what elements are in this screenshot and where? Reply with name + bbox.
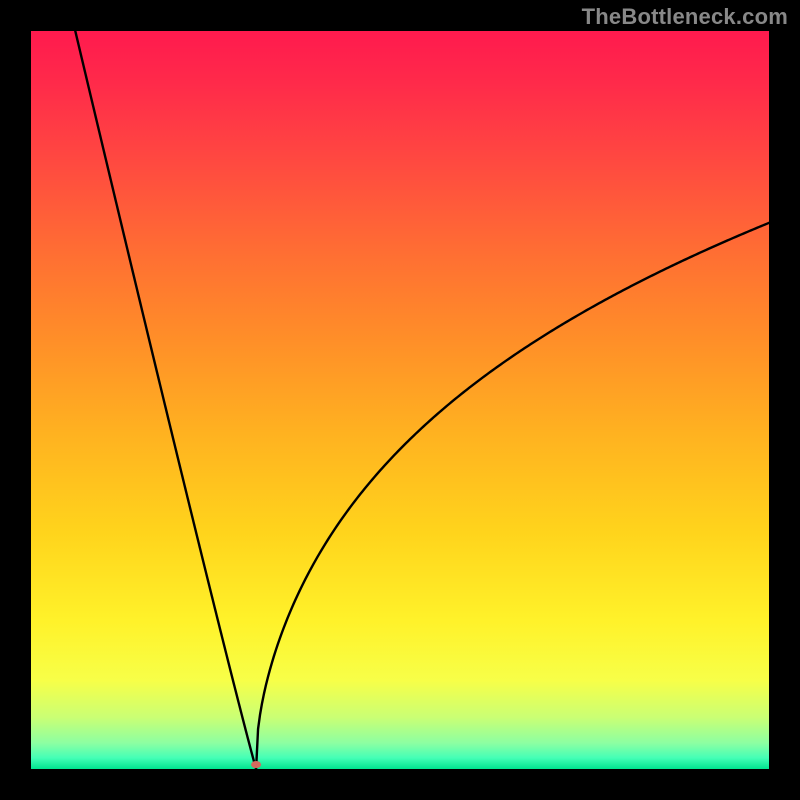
chart-svg xyxy=(0,0,800,800)
chart-stage: TheBottleneck.com xyxy=(0,0,800,800)
watermark-text: TheBottleneck.com xyxy=(582,4,788,30)
plot-background-gradient xyxy=(31,31,769,769)
minimum-marker xyxy=(251,761,261,768)
